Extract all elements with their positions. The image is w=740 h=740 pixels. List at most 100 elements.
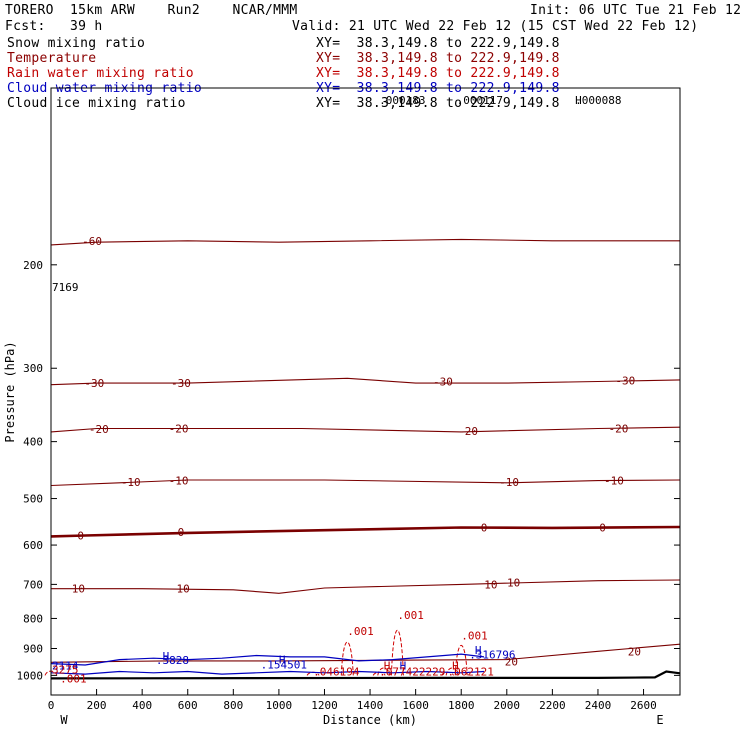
temperature-contour-label: -10: [169, 475, 189, 488]
x-axis-title: Distance (km): [323, 713, 417, 727]
legend-rain-name: Rain water mixing ratio: [7, 66, 194, 81]
x-tick-label: 1600: [402, 699, 429, 712]
x-tick-label: 0: [48, 699, 55, 712]
mixing-ratio-label: 2114: [52, 659, 79, 672]
temperature-contour-label: 0: [599, 521, 606, 534]
temperature-contour-label: 10: [177, 583, 190, 596]
header-valid: Valid: 21 UTC Wed 22 Feb 12 (15 CST Wed …: [292, 19, 699, 34]
temperature-contour-label: -10: [604, 475, 624, 488]
temperature-contour-label: -60: [82, 235, 102, 248]
mixing-ratio-label: .316796: [469, 649, 515, 662]
temperature-contour: [50, 643, 681, 663]
y-tick-label: 800: [23, 612, 43, 625]
temperature-contour-label: -20: [458, 425, 478, 438]
mixing-ratio-label: .000183: [379, 94, 425, 107]
temperature-contour-label: -30: [615, 375, 635, 388]
mixing-ratio-label: .001: [60, 672, 86, 685]
y-tick-label: 200: [23, 259, 43, 272]
y-axis-title: Pressure (hPa): [3, 341, 17, 442]
temperature-contour-label: -10: [499, 476, 519, 489]
x-tick-label: 800: [223, 699, 243, 712]
mixing-ratio-label: .046194: [313, 665, 360, 678]
mixing-ratio-label: H: [575, 94, 582, 107]
plot-frame: [50, 87, 681, 696]
header-forecast: Fcst: 39 h: [5, 19, 103, 34]
temperature-contour-label: 10: [484, 578, 497, 591]
mixing-ratio-label: .001: [347, 625, 374, 638]
terrain-line: [50, 670, 681, 680]
temperature-contour: [50, 525, 681, 538]
mixing-ratio-label: .000117: [457, 94, 503, 107]
temperature-contour-label: -10: [121, 476, 141, 489]
temperature-contour-label: -20: [89, 423, 109, 436]
x-tick-label: 200: [87, 699, 107, 712]
mixing-ratio-label: 3275: [52, 664, 79, 677]
terrain-line: [50, 670, 681, 680]
cloud-water-contour: [50, 653, 485, 666]
x-tick-label: 1000: [266, 699, 293, 712]
temperature-contour-label: -30: [171, 377, 191, 390]
legend-snow-name: Snow mixing ratio: [7, 36, 146, 51]
mixing-ratio-label: .062121: [448, 665, 494, 678]
x-tick-label: 400: [132, 699, 152, 712]
mixing-ratio-label: H: [384, 659, 391, 672]
x-tick-label: 2200: [539, 699, 566, 712]
y-tick-label: 400: [23, 436, 43, 449]
mixing-ratio-label: .001: [461, 629, 488, 642]
y-tick-label: 700: [23, 578, 43, 591]
header-model: TORERO 15km ARW Run2 NCAR/MMM: [5, 3, 298, 18]
x-tick-label: 2400: [585, 699, 612, 712]
mixing-ratio-label: 7169: [52, 281, 79, 294]
legend-cloud-ice-xy: XY= 38.3,149.8 to 222.9,149.8: [316, 96, 560, 111]
x-endpoint-left: W: [60, 713, 68, 727]
temperature-contour-label: -30: [433, 376, 453, 389]
temperature-contour: [50, 377, 681, 386]
temperature-contour-label: 10: [72, 583, 85, 596]
mixing-ratio-label: .3828: [156, 654, 189, 667]
y-tick-label: 500: [23, 493, 43, 506]
temperature-contour: [50, 479, 681, 487]
x-tick-label: 1400: [357, 699, 384, 712]
temperature-contour-label: 20: [628, 645, 641, 658]
legend-temperature-name: Temperature: [7, 51, 97, 66]
legend-rain-xy: XY= 38.3,149.8 to 222.9,149.8: [316, 66, 560, 81]
header-init: Init: 06 UTC Tue 21 Feb 12: [530, 3, 740, 18]
x-tick-label: 600: [178, 699, 198, 712]
x-endpoint-right: E: [656, 713, 663, 727]
mixing-ratio-label: H: [163, 650, 170, 663]
rain-water-contour: [390, 629, 404, 676]
temperature-contour-label: 0: [481, 521, 488, 534]
y-tick-label: 300: [23, 362, 43, 375]
x-tick-label: 2000: [494, 699, 521, 712]
temperature-contours: [50, 238, 681, 663]
x-tick-label: 2600: [630, 699, 657, 712]
contour-labels: -60 -30 -30 -30 -30 -20 -20 -20 -20 -10 -10 -10 -10 0…: [52, 94, 641, 685]
rain-water-contour: [454, 644, 468, 676]
temperature-contour: [51, 579, 681, 594]
temperature-contour-label: 10: [507, 577, 520, 590]
cloud-water-contours: [50, 653, 485, 675]
temperature-contour-label: 0: [178, 526, 185, 539]
mixing-ratio-label: .000088: [575, 94, 621, 107]
cloud-water-contour: [50, 670, 485, 675]
mixing-ratio-label: H: [400, 659, 407, 672]
y-tick-label: 1000: [17, 669, 44, 682]
mixing-ratio-label: H: [475, 644, 482, 657]
legend-snow-xy: XY= 38.3,149.8 to 222.9,149.8: [316, 36, 560, 51]
rain-water-contour: [340, 641, 354, 676]
mixing-ratio-label: .001: [397, 609, 424, 622]
axes: 0 200 400 600 800 1000 1200 1400 1600 1800 2000 220…: [17, 259, 680, 712]
temperature-contour-label: -20: [169, 423, 189, 436]
temperature-contour-label: -30: [84, 377, 104, 390]
x-tick-label: 1800: [448, 699, 475, 712]
temperature-contour: [50, 426, 681, 433]
mixing-ratio-label: H: [452, 659, 459, 672]
temperature-contour-label: 20: [505, 655, 518, 668]
mixing-ratio-label: .077422229: [379, 665, 445, 678]
temperature-contour-label: -20: [609, 423, 629, 436]
temperature-contour-label: 0: [77, 530, 84, 543]
legend-cloud-ice-name: Cloud ice mixing ratio: [7, 96, 186, 111]
y-tick-label: 900: [23, 642, 43, 655]
temperature-contour: [50, 238, 680, 246]
